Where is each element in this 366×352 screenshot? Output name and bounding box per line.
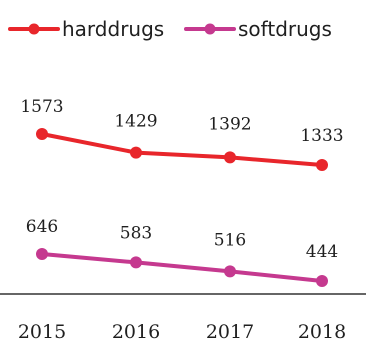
x-axis-ticks: 2015 2016 2017 2018 bbox=[18, 321, 346, 343]
x-tick-label: 2016 bbox=[112, 321, 160, 343]
data-label: 583 bbox=[120, 223, 152, 243]
data-label: 516 bbox=[214, 230, 246, 250]
data-point bbox=[224, 265, 236, 278]
data-label: 444 bbox=[306, 242, 338, 262]
chart-legend: harddrugs softdrugs bbox=[8, 17, 332, 41]
series-softdrugs: 646 583 516 444 bbox=[26, 217, 338, 287]
legend-item-softdrugs: softdrugs bbox=[184, 17, 332, 41]
data-point bbox=[36, 248, 48, 260]
data-point bbox=[224, 151, 236, 164]
legend-label: harddrugs bbox=[62, 17, 164, 41]
data-label: 1573 bbox=[20, 97, 63, 117]
data-label: 646 bbox=[26, 217, 58, 237]
legend-item-harddrugs: harddrugs bbox=[8, 17, 164, 41]
data-point bbox=[130, 256, 142, 269]
data-point bbox=[36, 128, 48, 140]
x-tick-label: 2017 bbox=[206, 321, 254, 343]
data-point bbox=[130, 146, 142, 159]
data-point bbox=[316, 159, 328, 171]
series-line bbox=[40, 252, 324, 283]
data-point bbox=[316, 275, 328, 287]
x-tick-label: 2018 bbox=[298, 321, 346, 343]
data-label: 1333 bbox=[300, 126, 343, 146]
series-harddrugs: 1573 1429 1392 1333 bbox=[20, 97, 344, 171]
series-layer: 1573 1429 1392 1333 646 583 516 444 bbox=[20, 97, 344, 287]
data-label: 1392 bbox=[208, 114, 251, 134]
legend-swatch-marker bbox=[204, 23, 216, 35]
x-tick-label: 2015 bbox=[18, 321, 66, 343]
legend-swatch-marker bbox=[28, 23, 40, 35]
series-line bbox=[40, 132, 324, 167]
data-label: 1429 bbox=[114, 112, 157, 132]
legend-label: softdrugs bbox=[238, 17, 332, 41]
